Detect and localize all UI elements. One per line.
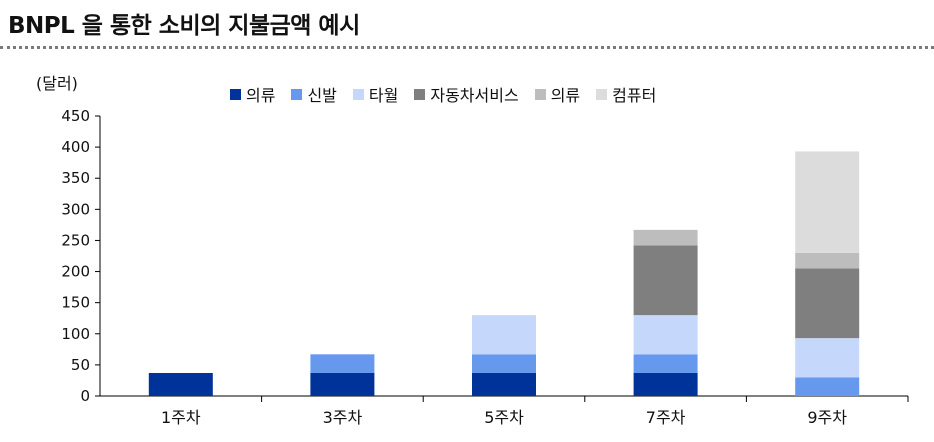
bar-segment bbox=[795, 252, 860, 269]
legend-item: 컴퓨터 bbox=[596, 82, 656, 106]
bar-segment bbox=[795, 151, 860, 253]
legend-item: 신발 bbox=[291, 82, 337, 106]
legend-swatch bbox=[230, 88, 241, 100]
y-tick-label: 150 bbox=[61, 294, 90, 312]
y-tick-label: 50 bbox=[71, 356, 90, 374]
legend-swatch bbox=[534, 88, 546, 100]
legend-swatch bbox=[352, 88, 364, 100]
legend-item: 의류 bbox=[534, 82, 581, 106]
chart-legend: 의류 신발 타월 자동차서비스 의류 컴퓨터 bbox=[230, 82, 656, 106]
bar-segment bbox=[633, 372, 698, 396]
legend-item: 자동차서비스 bbox=[414, 82, 519, 106]
legend-swatch bbox=[291, 88, 303, 100]
legend-label: 타월 bbox=[368, 86, 399, 105]
legend-label: 의류 bbox=[550, 86, 581, 105]
legend-item: 의류 bbox=[230, 82, 275, 106]
legend-label: 자동차서비스 bbox=[430, 86, 519, 105]
bar-segment bbox=[633, 354, 698, 373]
bar-segment bbox=[472, 354, 536, 373]
x-tick-label: 7주차 bbox=[646, 408, 686, 427]
y-tick-label: 350 bbox=[61, 169, 90, 187]
legend-swatch bbox=[596, 88, 608, 100]
bar-segment bbox=[310, 354, 375, 373]
legend-label: 의류 bbox=[246, 86, 276, 105]
y-tick-label: 0 bbox=[80, 387, 90, 405]
bar-segment bbox=[310, 372, 375, 396]
y-tick-label: 100 bbox=[61, 325, 90, 343]
legend-item: 타월 bbox=[352, 82, 399, 106]
y-tick-label: 250 bbox=[61, 231, 90, 249]
bar-segment bbox=[795, 338, 860, 378]
y-tick-label: 450 bbox=[61, 107, 90, 125]
x-tick-label: 9주차 bbox=[807, 408, 847, 427]
bar-segment bbox=[633, 315, 698, 355]
bar-segment bbox=[795, 268, 860, 339]
legend-label: 신발 bbox=[307, 86, 337, 105]
legend-label: 컴퓨터 bbox=[612, 86, 657, 105]
bar-segment bbox=[472, 315, 536, 355]
legend-swatch bbox=[414, 88, 426, 100]
bar-segment bbox=[795, 377, 860, 396]
y-tick-label: 200 bbox=[61, 263, 90, 281]
x-tick-label: 1주차 bbox=[161, 408, 201, 427]
y-tick-label: 300 bbox=[61, 200, 90, 218]
bar-segment bbox=[633, 245, 698, 316]
title-divider bbox=[0, 46, 934, 49]
x-tick-label: 3주차 bbox=[323, 408, 363, 427]
bar-segment bbox=[472, 372, 536, 396]
x-tick-label: 5주차 bbox=[484, 408, 524, 427]
y-tick-label: 400 bbox=[61, 138, 90, 156]
chart-title: BNPL 을 통한 소비의 지불금액 예시 bbox=[8, 13, 360, 39]
bar-segment bbox=[148, 372, 213, 396]
y-axis-unit-label: (달러) bbox=[36, 74, 78, 93]
bar-segment bbox=[633, 229, 698, 246]
